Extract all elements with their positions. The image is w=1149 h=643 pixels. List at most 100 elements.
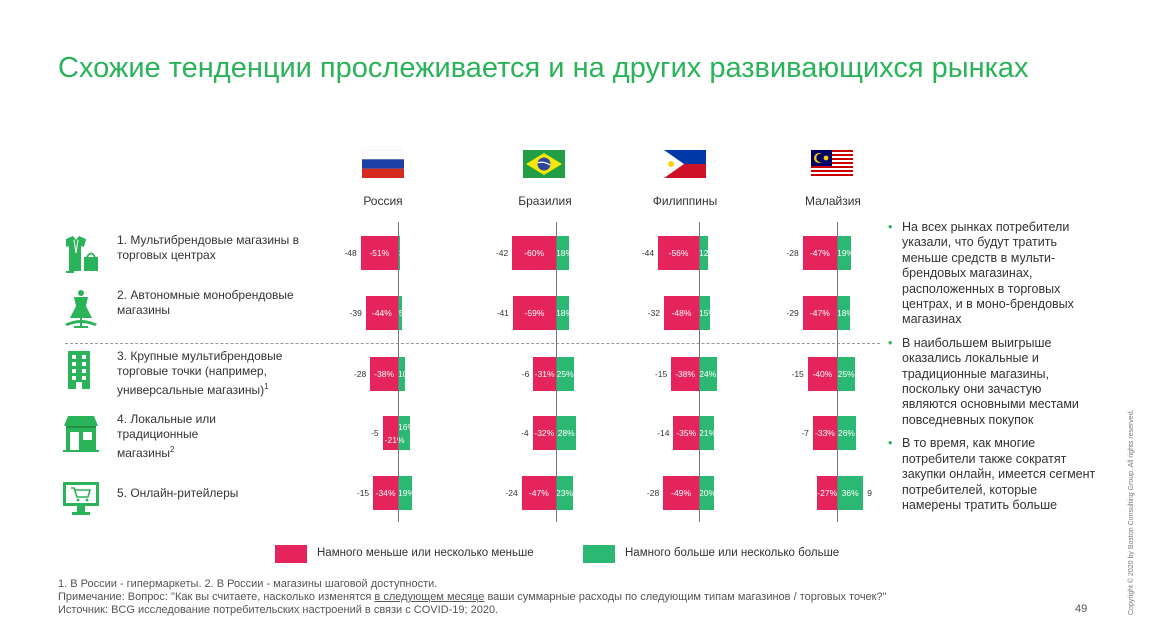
bar-less-c1-r2 — [533, 357, 556, 391]
data-label-more-c3-r1: 18% — [837, 308, 855, 318]
data-label-more-c2-r1: 15% — [699, 308, 717, 318]
data-label-less-c3-r4: -27% — [817, 488, 838, 498]
net-value-c2-r3: -14 — [657, 428, 670, 438]
footnote-source: Источник: BCG исследование потребительск… — [58, 604, 499, 616]
bar-more-c3-r1 — [837, 296, 851, 330]
net-value-c2-r2: -15 — [654, 369, 668, 379]
footnote-question-prefix: Примечание: Вопрос: "Как вы считаете, на… — [58, 591, 375, 603]
bar-more-c3-r4 — [837, 476, 864, 510]
data-label-less-c1-r4: -47% — [528, 488, 549, 498]
data-label-more-c3-r0: 19% — [837, 248, 855, 258]
net-value-c3-r2: -15 — [791, 369, 804, 379]
bar-less-c3-r3 — [812, 416, 837, 450]
bar-more-c1-r3 — [556, 416, 577, 450]
finding-2: • В наибольшем выигрыше оказались локальн… — [888, 336, 1098, 428]
finding-3-text: В то время, как многие потребители также… — [902, 436, 1096, 512]
department-store-icon — [68, 351, 90, 389]
bar-less-c1-r0 — [512, 236, 556, 270]
data-label-less-c3-r0: -47% — [809, 248, 830, 258]
legend-swatch-more — [583, 545, 615, 563]
footnote-question-underlined: в следующем месяце — [374, 591, 485, 603]
data-label-less-c0-r1: -44% — [372, 308, 392, 318]
net-value-c1-r1: -41 — [496, 308, 509, 318]
net-value-c3-r0: -28 — [786, 248, 799, 258]
net-value-c0-r1: -39 — [349, 308, 362, 318]
category-label-5: 5. Онлайн-ритейлеры — [117, 486, 239, 500]
bar-less-c0-r1 — [365, 296, 398, 330]
category-label-1: 1. Мультибрендовые магазины в торговых ц… — [117, 233, 299, 262]
data-label-less-c3-r1: -47% — [809, 308, 830, 318]
bar-less-c1-r1 — [512, 296, 556, 330]
data-label-more-c1-r3: 28% — [557, 428, 575, 438]
net-value-c3-r4: 9 — [867, 488, 872, 498]
bar-more-c2-r0 — [699, 236, 708, 270]
data-label-less-c3-r3: -33% — [815, 428, 835, 438]
data-label-more-c0-r4: 19% — [398, 488, 416, 498]
bar-less-c2-r3 — [673, 416, 699, 450]
data-label-less-c2-r1: -48% — [671, 308, 692, 318]
bar-less-c3-r4 — [817, 476, 837, 510]
data-label-less-c1-r0: -60% — [524, 248, 544, 258]
data-label-more-c1-r0: 18% — [556, 248, 574, 258]
footnote-ref-2: 2 — [170, 445, 175, 454]
bar-more-c0-r0 — [398, 236, 401, 270]
category-row-multibrand-malls: 1. Мультибрендовые магазины в торговых ц… — [60, 233, 300, 283]
bar-less-c3-r0 — [802, 236, 837, 270]
category-label-4: 4. Локальные или традиционные магазины2 — [117, 412, 237, 461]
data-label-more-c2-r3: 21% — [699, 428, 717, 438]
mannequin-icon — [65, 290, 97, 328]
footnote-1: 1. В России - гипермаркеты. 2. В России … — [58, 578, 438, 590]
category-label-2: 2. Автономные монобрендовые магазины — [117, 288, 294, 317]
data-label-more-c3-r2: 25% — [837, 369, 855, 379]
net-value-c3-r3: -7 — [801, 428, 809, 438]
data-label-more-c1-r2: 25% — [556, 369, 574, 379]
net-value-c1-r3: -4 — [521, 428, 529, 438]
local-shop-icon — [63, 416, 99, 452]
zero-axis-0 — [398, 222, 399, 522]
bar-more-c3-r2 — [837, 357, 856, 391]
clothing-store-icon — [66, 236, 98, 273]
bar-more-c3-r3 — [837, 416, 856, 450]
data-label-less-c1-r2: -31% — [534, 369, 555, 379]
bar-more-c0-r3 — [398, 416, 410, 450]
bar-less-c0-r0 — [360, 236, 398, 270]
bar-less-c3-r1 — [802, 296, 837, 330]
bar-more-c0-r4 — [398, 476, 412, 510]
net-value-c0-r3: -5 — [371, 428, 379, 438]
online-cart-icon — [63, 482, 99, 515]
data-label-more-c0-r0: 3% — [398, 248, 412, 258]
zero-axis-2 — [699, 222, 700, 522]
bar-more-c1-r2 — [556, 357, 575, 391]
net-value-c2-r1: -32 — [647, 308, 660, 318]
net-value-c2-r0: -44 — [641, 248, 655, 258]
bar-more-c3-r0 — [837, 236, 851, 270]
bar-more-c1-r4 — [556, 476, 573, 510]
bar-more-c0-r2 — [398, 357, 406, 391]
data-label-less-c0-r4: -34% — [375, 488, 396, 498]
country-label-philippines: Филиппины — [652, 194, 718, 208]
finding-2-text: В наибольшем выигрыше оказались локальны… — [902, 335, 1079, 427]
legend-label-more: Намного больше или несколько больше — [625, 547, 840, 559]
bar-less-c0-r2 — [370, 357, 398, 391]
data-label-more-c0-r3: 16% — [398, 422, 416, 432]
bar-more-c1-r1 — [556, 296, 570, 330]
category-row-online: 5. Онлайн-ритейлеры — [60, 478, 300, 528]
footnote-question-suffix: ваши суммарные расходы по следующим типа… — [484, 591, 887, 603]
country-label-malaysia: Малайзия — [805, 194, 861, 208]
data-label-more-c1-r4: 23% — [556, 488, 574, 498]
bar-more-c2-r3 — [699, 416, 715, 450]
net-value-c0-r2: -28 — [353, 369, 367, 379]
net-value-c0-r4: -15 — [356, 488, 370, 498]
data-label-less-c3-r2: -40% — [812, 369, 833, 379]
category-label-4-text: 4. Локальные или традиционные магазины — [117, 412, 216, 460]
net-value-c1-r0: -42 — [495, 248, 509, 258]
brazil-flag-icon — [523, 150, 565, 178]
group-divider — [65, 343, 880, 344]
net-value-c0-r0: -48 — [344, 248, 357, 258]
category-label-3: 3. Крупные мультибрендовые торговые точк… — [117, 349, 302, 398]
category-label-3-text: 3. Крупные мультибрендовые торговые точк… — [117, 349, 283, 397]
copyright-notice: Copyright © 2020 by Boston Consulting Gr… — [1128, 409, 1135, 615]
data-label-more-c3-r3: 26% — [837, 428, 855, 438]
data-label-more-c1-r1: 18% — [556, 308, 574, 318]
footnote-ref-1: 1 — [264, 382, 269, 391]
